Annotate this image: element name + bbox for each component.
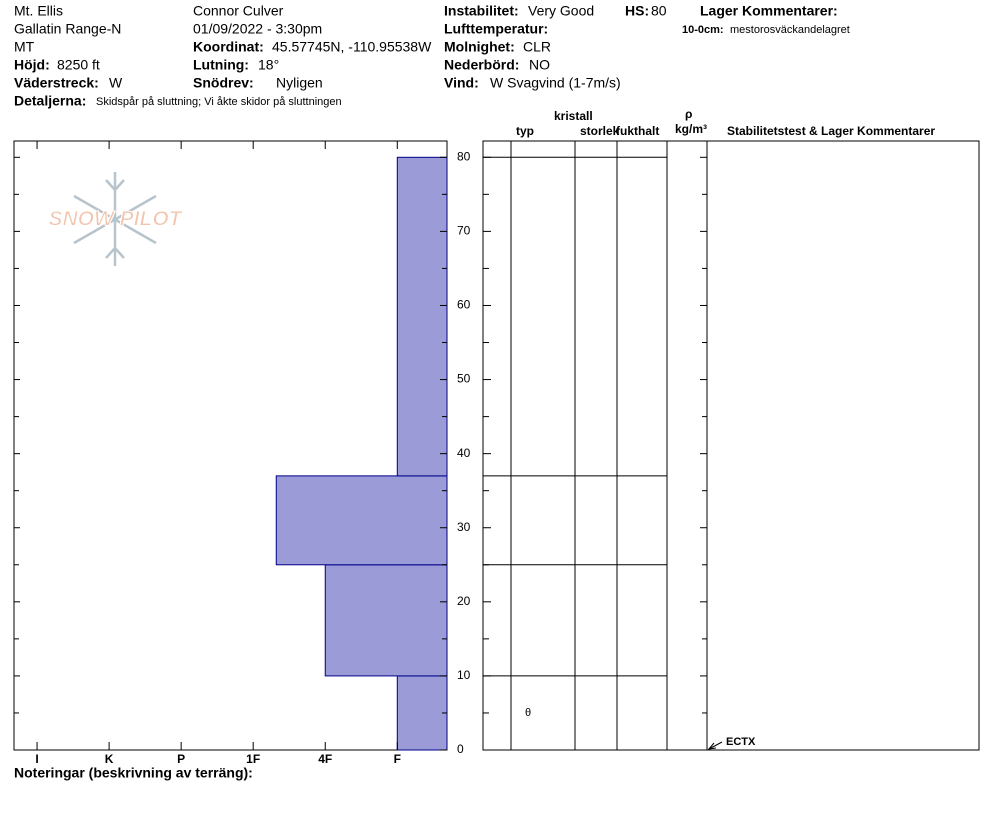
y-tick-label: 70 bbox=[457, 224, 471, 238]
column-header: kristall bbox=[554, 109, 593, 123]
state: MT bbox=[14, 39, 35, 55]
hardness-bar bbox=[396, 675, 448, 751]
value: CLR bbox=[523, 39, 551, 55]
x-tick-label: K bbox=[105, 752, 114, 766]
y-tick-label: 40 bbox=[457, 446, 471, 460]
label: HS: bbox=[625, 3, 649, 19]
label: Detaljerna: bbox=[14, 93, 86, 109]
y-tick-label: 0 bbox=[457, 742, 464, 756]
table-columns bbox=[510, 141, 708, 750]
value: mestorosväckandelagret bbox=[730, 24, 850, 36]
grain-symbol: θ bbox=[525, 707, 531, 719]
y-tick-label: 10 bbox=[457, 668, 471, 682]
label: Koordinat: bbox=[193, 39, 264, 55]
value: 80 bbox=[651, 3, 667, 19]
value: W Svagvind (1-7m/s) bbox=[490, 75, 621, 91]
value: Skidspår på sluttning; Vi åkte skidor på… bbox=[96, 96, 342, 108]
column-header: storlek bbox=[580, 124, 620, 138]
y-tick-label: 30 bbox=[457, 520, 471, 534]
label: Snödrev: bbox=[193, 75, 254, 91]
column-header: fukthalt bbox=[616, 124, 659, 138]
x-tick-label: F bbox=[394, 752, 401, 766]
column-header: kg/m³ bbox=[675, 122, 707, 136]
test-label: ECTX bbox=[726, 736, 756, 748]
label: Nederbörd: bbox=[444, 57, 519, 73]
label: Lutning: bbox=[193, 57, 249, 73]
y-tick-label: 80 bbox=[457, 149, 471, 163]
y-tick-label: 60 bbox=[457, 298, 471, 312]
hardness-bar bbox=[324, 564, 448, 677]
range: Gallatin Range-N bbox=[14, 21, 121, 37]
value: 45.57745N, -110.95538W bbox=[272, 39, 432, 55]
x-tick-label: 1F bbox=[246, 752, 260, 766]
table-frame bbox=[482, 140, 980, 751]
label: Lager Kommentarer: bbox=[700, 3, 838, 19]
test-arrow bbox=[708, 741, 723, 750]
value: Nyligen bbox=[276, 75, 323, 91]
value: NO bbox=[529, 57, 550, 73]
y-tick-label: 50 bbox=[457, 372, 471, 386]
column-header: Stabilitetstest & Lager Kommentarer bbox=[727, 124, 935, 138]
hardness-bar bbox=[396, 156, 448, 477]
label: Lufttemperatur: bbox=[444, 21, 548, 37]
column-header: ρ bbox=[685, 107, 692, 121]
header: Mt. Ellis Gallatin Range-N MT Höjd: 8250… bbox=[14, 3, 850, 109]
label: 10-0cm: bbox=[682, 24, 724, 36]
value: Very Good bbox=[528, 3, 594, 19]
label: Molnighet: bbox=[444, 39, 515, 55]
test-arrowhead bbox=[707, 742, 717, 750]
label: Väderstreck: bbox=[14, 75, 99, 91]
value: 8250 ft bbox=[57, 57, 100, 73]
datetime: 01/09/2022 - 3:30pm bbox=[193, 21, 322, 37]
notes-label: Noteringar (beskrivning av terräng): bbox=[14, 765, 253, 781]
table-headers: kristall typ storlek fukthalt ρ kg/m³ St… bbox=[516, 107, 935, 138]
location: Mt. Ellis bbox=[14, 3, 63, 19]
value: W bbox=[109, 75, 123, 91]
value: 18° bbox=[258, 57, 279, 73]
x-tick-label: P bbox=[177, 752, 185, 766]
hardness-bar bbox=[275, 475, 448, 566]
logo: SNOW PILOT bbox=[48, 172, 184, 266]
label: Instabilitet: bbox=[444, 3, 519, 19]
column-header: typ bbox=[516, 124, 534, 138]
label: Höjd: bbox=[14, 57, 50, 73]
logo-text: SNOW PILOT bbox=[49, 208, 184, 231]
x-tick-label: I bbox=[35, 752, 38, 766]
label: Vind: bbox=[444, 75, 479, 91]
observer: Connor Culver bbox=[193, 3, 284, 19]
y-tick-label: 20 bbox=[457, 594, 471, 608]
x-tick-label: 4F bbox=[318, 752, 332, 766]
